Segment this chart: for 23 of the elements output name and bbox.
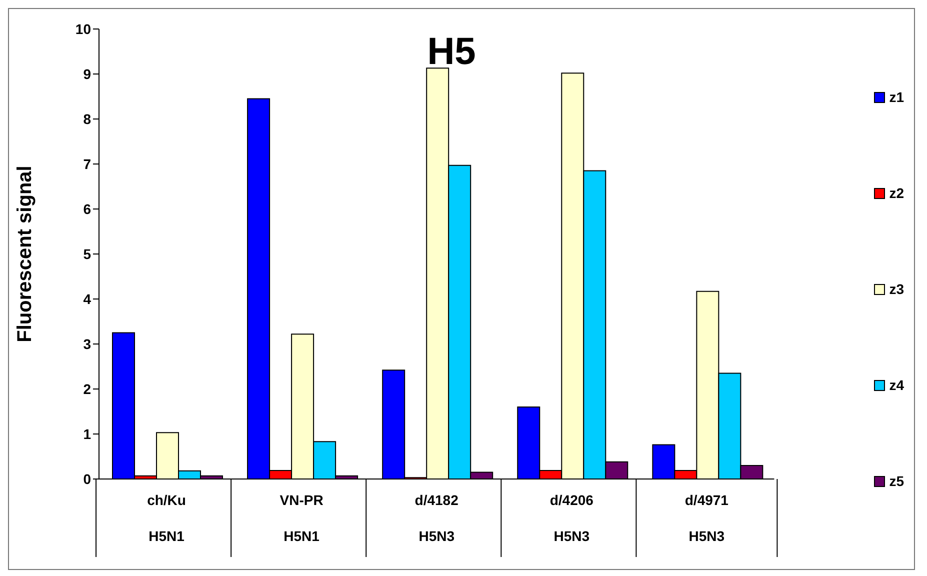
legend-label: z2 [889,185,904,201]
y-tick-label: 8 [83,110,92,127]
y-axis-title: Fluorescent signal [14,166,36,342]
category-label: ch/Ku H5N1 [147,492,186,544]
y-tick-label: 3 [83,336,92,352]
legend-label: z3 [889,281,904,297]
category-label: d/4206 H5N3 [550,492,594,544]
y-tick-label: 4 [83,290,92,307]
y-tick-label: 10 [75,20,92,37]
y-tick-label: 2 [83,380,92,397]
y-tick-label: 6 [83,200,92,217]
y-tick-label: 9 [83,66,92,82]
legend-label: z1 [889,89,904,105]
legend-label: z4 [889,377,904,393]
category-label: VN-PR H5N1 [280,492,324,544]
category-label: d/4971 H5N3 [684,492,728,544]
y-tick-label: 1 [83,426,92,442]
y-tick-label: 5 [83,246,92,262]
y-tick-label: 7 [83,156,92,172]
legend-label: z5 [889,473,904,489]
chart-title: H5 [427,31,476,73]
y-tick-label: 0 [83,470,92,487]
category-label: d/4182 H5N3 [414,492,458,544]
